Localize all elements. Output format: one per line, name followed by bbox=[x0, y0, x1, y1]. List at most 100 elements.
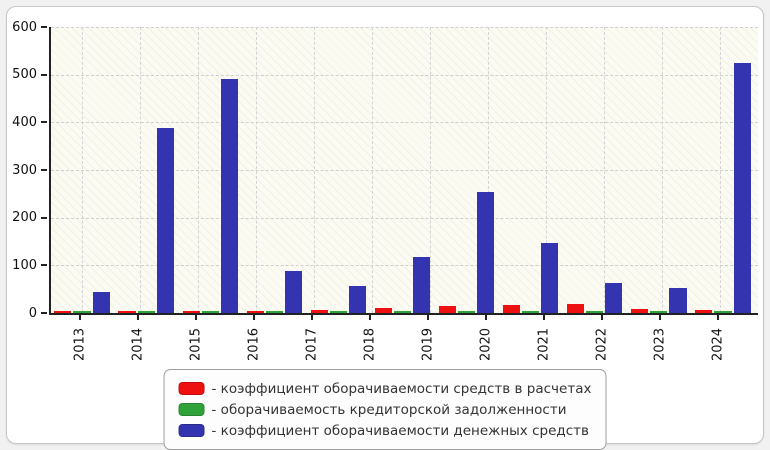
gridline-v bbox=[197, 27, 199, 313]
bar-blue bbox=[413, 257, 431, 313]
x-tick-label: 2019 bbox=[420, 327, 436, 362]
gridline-v bbox=[488, 27, 490, 313]
bar-green bbox=[522, 311, 540, 313]
bar-green bbox=[458, 311, 476, 313]
bar-blue bbox=[220, 78, 238, 313]
gridline-v bbox=[81, 27, 83, 313]
y-tick-mark bbox=[41, 312, 47, 314]
gridline-v bbox=[139, 27, 141, 313]
bar-red bbox=[438, 305, 457, 313]
bar-green bbox=[265, 311, 283, 313]
legend-swatch-icon bbox=[178, 382, 205, 395]
gridline-v bbox=[720, 27, 722, 313]
x-tick-label: 2017 bbox=[304, 327, 320, 362]
legend-label: - оборачиваемость кредиторской задолженн… bbox=[211, 401, 567, 418]
x-tick-mark bbox=[194, 315, 197, 320]
bar-red bbox=[54, 311, 72, 313]
y-tick-label: 0 bbox=[28, 305, 37, 321]
bar-blue bbox=[733, 62, 751, 313]
gridline-h bbox=[51, 74, 758, 76]
y-tick-mark bbox=[41, 264, 47, 267]
x-tick-mark bbox=[78, 315, 81, 320]
bar-red bbox=[374, 307, 392, 313]
bar-green bbox=[329, 311, 347, 313]
y-tick-label: 100 bbox=[12, 257, 37, 273]
x-tick-label: 2018 bbox=[362, 327, 378, 362]
y-tick-label: 400 bbox=[12, 114, 37, 130]
bar-red bbox=[246, 311, 264, 313]
y-tick-mark bbox=[41, 73, 47, 76]
x-tick-mark bbox=[717, 315, 720, 320]
y-tick-mark bbox=[41, 121, 47, 124]
bar-red bbox=[182, 311, 200, 313]
legend-label: - коэффициент оборачиваемости средств в … bbox=[211, 380, 592, 397]
legend-item: - оборачиваемость кредиторской задолженн… bbox=[178, 399, 592, 420]
bar-green bbox=[650, 311, 668, 313]
plot-area bbox=[49, 27, 758, 315]
legend-item: - коэффициент оборачиваемости денежных с… bbox=[178, 420, 592, 441]
bar-green bbox=[393, 311, 412, 313]
x-tick-mark bbox=[368, 315, 371, 320]
bar-green bbox=[137, 310, 155, 313]
bar-blue bbox=[541, 242, 559, 313]
bar-blue bbox=[92, 291, 110, 313]
bar-red bbox=[310, 309, 328, 313]
bar-red bbox=[118, 310, 136, 313]
bar-red bbox=[631, 308, 649, 313]
x-tick-label: 2014 bbox=[130, 327, 146, 362]
y-axis: 0 100 200 300 400 500 600 bbox=[7, 20, 47, 321]
x-tick-label: 2015 bbox=[188, 327, 204, 362]
x-tick-mark bbox=[601, 315, 604, 320]
bar-red bbox=[695, 309, 713, 313]
bar-blue bbox=[284, 271, 302, 313]
x-tick-mark bbox=[485, 315, 488, 320]
x-tick-mark bbox=[659, 315, 662, 320]
y-tick-label: 600 bbox=[12, 19, 37, 35]
bar-red bbox=[503, 304, 521, 313]
legend-label: - коэффициент оборачиваемости денежных с… bbox=[211, 422, 589, 439]
gridline-v bbox=[604, 27, 606, 313]
x-tick-label: 2023 bbox=[652, 327, 668, 362]
y-tick-mark bbox=[41, 169, 47, 171]
y-tick-label: 500 bbox=[12, 67, 37, 83]
bar-green bbox=[586, 311, 604, 313]
x-tick-label: 2020 bbox=[478, 327, 494, 362]
bar-green bbox=[714, 311, 732, 313]
bar-blue bbox=[477, 192, 495, 313]
x-tick-mark bbox=[136, 315, 139, 320]
y-tick-label: 200 bbox=[12, 210, 37, 226]
chart-card: 0 100 200 300 400 500 600 2013 2014 2015 2016 2017… bbox=[6, 6, 764, 450]
gridline-v bbox=[313, 27, 315, 313]
x-tick-label: 2016 bbox=[246, 327, 262, 362]
y-tick-mark bbox=[41, 216, 47, 219]
bar-blue bbox=[669, 287, 687, 313]
bar-green bbox=[73, 311, 91, 313]
x-tick-label: 2021 bbox=[536, 327, 552, 362]
gridline-h bbox=[51, 27, 758, 28]
gridline-h bbox=[51, 122, 758, 124]
x-tick-mark bbox=[543, 315, 546, 320]
gridline-v bbox=[662, 27, 664, 313]
gridline-v bbox=[430, 27, 431, 313]
gridline-h bbox=[51, 170, 758, 171]
legend-swatch-icon bbox=[178, 403, 205, 416]
gridline-v bbox=[371, 27, 373, 313]
bar-blue bbox=[605, 282, 623, 313]
gridline-v bbox=[546, 27, 548, 313]
x-tick-mark bbox=[427, 315, 429, 320]
x-tick-mark bbox=[252, 315, 255, 320]
gridline-v bbox=[255, 27, 257, 313]
gridline-h bbox=[51, 265, 758, 267]
y-tick-mark bbox=[41, 26, 47, 28]
legend-item: - коэффициент оборачиваемости средств в … bbox=[178, 378, 592, 399]
bar-blue bbox=[156, 128, 174, 313]
x-tick-label: 2013 bbox=[72, 327, 88, 362]
x-tick-label: 2022 bbox=[594, 327, 610, 362]
legend: - коэффициент оборачиваемости средств в … bbox=[163, 369, 607, 450]
y-tick-label: 300 bbox=[12, 162, 37, 178]
x-tick-label: 2024 bbox=[710, 327, 726, 362]
legend-swatch-icon bbox=[178, 424, 205, 437]
gridline-h bbox=[51, 217, 758, 219]
x-axis: 2013 2014 2015 2016 2017 2018 2019 2020 2021 2022… bbox=[49, 315, 756, 371]
bar-red bbox=[567, 303, 585, 313]
